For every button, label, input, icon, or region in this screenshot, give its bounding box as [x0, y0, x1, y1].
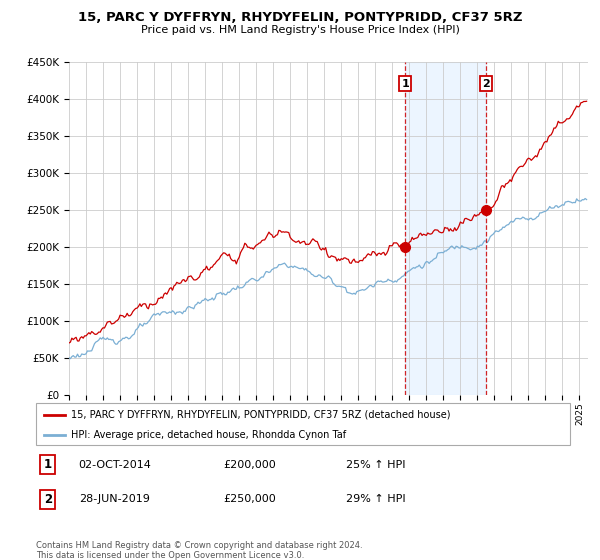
Text: 15, PARC Y DYFFRYN, RHYDYFELIN, PONTYPRIDD, CF37 5RZ (detached house): 15, PARC Y DYFFRYN, RHYDYFELIN, PONTYPRI… — [71, 410, 450, 420]
Text: 1: 1 — [401, 79, 409, 89]
Text: 25% ↑ HPI: 25% ↑ HPI — [346, 460, 405, 470]
Text: Price paid vs. HM Land Registry's House Price Index (HPI): Price paid vs. HM Land Registry's House … — [140, 25, 460, 35]
FancyBboxPatch shape — [36, 403, 570, 445]
Text: 29% ↑ HPI: 29% ↑ HPI — [346, 494, 406, 505]
Text: 28-JUN-2019: 28-JUN-2019 — [79, 494, 149, 505]
Text: Contains HM Land Registry data © Crown copyright and database right 2024.
This d: Contains HM Land Registry data © Crown c… — [36, 540, 362, 560]
Text: 15, PARC Y DYFFRYN, RHYDYFELIN, PONTYPRIDD, CF37 5RZ: 15, PARC Y DYFFRYN, RHYDYFELIN, PONTYPRI… — [78, 11, 522, 24]
Text: HPI: Average price, detached house, Rhondda Cynon Taf: HPI: Average price, detached house, Rhon… — [71, 430, 346, 440]
Text: £250,000: £250,000 — [223, 494, 275, 505]
Text: £200,000: £200,000 — [223, 460, 275, 470]
Bar — [405, 62, 486, 395]
Text: 1: 1 — [44, 458, 52, 471]
Text: 2: 2 — [44, 493, 52, 506]
Text: 02-OCT-2014: 02-OCT-2014 — [79, 460, 152, 470]
Text: 2: 2 — [482, 79, 490, 89]
